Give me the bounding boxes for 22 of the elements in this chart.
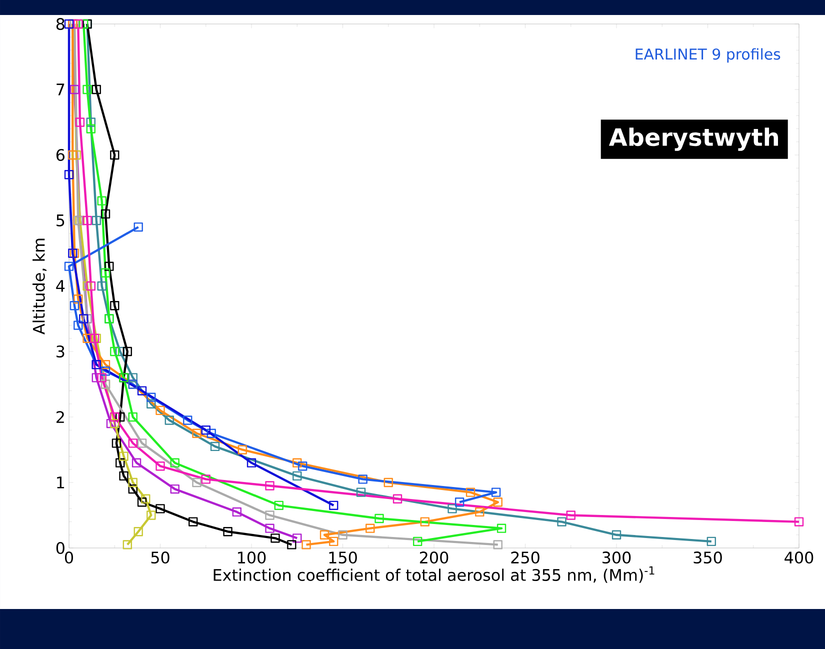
x-tick-label: 400 [784,552,814,564]
y-tick-label: 7 [56,84,64,96]
x-tick-label: 0 [64,552,74,564]
y-tick-label: 0 [56,542,64,554]
x-axis-title: Extinction coefficient of total aerosol at 355 nm, (Mm)$^{-1}$ [214,566,654,583]
y-tick-label: 3 [56,345,64,358]
x-tick-label: 250 [511,552,540,564]
y-tick-label: 5 [56,214,64,226]
annotation: Aberystwyth [608,128,778,151]
x-tick-label: 200 [420,552,448,564]
x-tick-label: 350 [694,552,722,564]
x-tick-label: 100 [238,552,266,564]
y-tick-label: 4 [56,280,65,292]
x-tick-label: 150 [329,552,357,564]
y-tick-label: 1 [57,476,64,488]
x-tick-label: 300 [602,552,631,564]
y-tick-label: 2 [56,411,64,423]
annotation: EARLINET 9 profiles [636,48,780,63]
x-tick-label: 50 [151,552,170,564]
y-tick-label: 8 [56,18,64,30]
y-axis-title: Altitude, km [32,238,47,334]
y-tick-label: 6 [56,148,64,162]
